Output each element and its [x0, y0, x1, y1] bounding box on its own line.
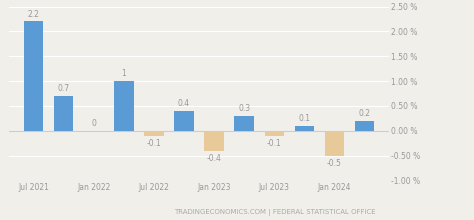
Text: 0.3: 0.3	[238, 104, 250, 113]
Text: 0.7: 0.7	[57, 84, 70, 93]
Bar	[114, 81, 134, 131]
Text: TRADINGECONOMICS.COM | FEDERAL STATISTICAL OFFICE: TRADINGECONOMICS.COM | FEDERAL STATISTIC…	[174, 209, 376, 216]
Bar	[235, 116, 254, 131]
Bar	[264, 131, 284, 136]
Bar	[144, 131, 164, 136]
Text: 0.4: 0.4	[178, 99, 190, 108]
Text: 0.2: 0.2	[359, 109, 371, 118]
Text: 2.2: 2.2	[27, 9, 39, 18]
Text: -0.1: -0.1	[267, 139, 282, 148]
Text: 0: 0	[91, 119, 96, 128]
Bar	[355, 121, 374, 131]
Bar	[325, 131, 344, 156]
Bar	[204, 131, 224, 151]
Text: -0.1: -0.1	[146, 139, 161, 148]
Bar	[174, 111, 194, 131]
Text: -0.5: -0.5	[327, 159, 342, 168]
Bar	[54, 96, 73, 131]
Text: 0.1: 0.1	[299, 114, 310, 123]
Bar	[24, 22, 43, 131]
Text: -0.4: -0.4	[207, 154, 221, 163]
Text: 1: 1	[121, 69, 126, 78]
Bar	[295, 126, 314, 131]
